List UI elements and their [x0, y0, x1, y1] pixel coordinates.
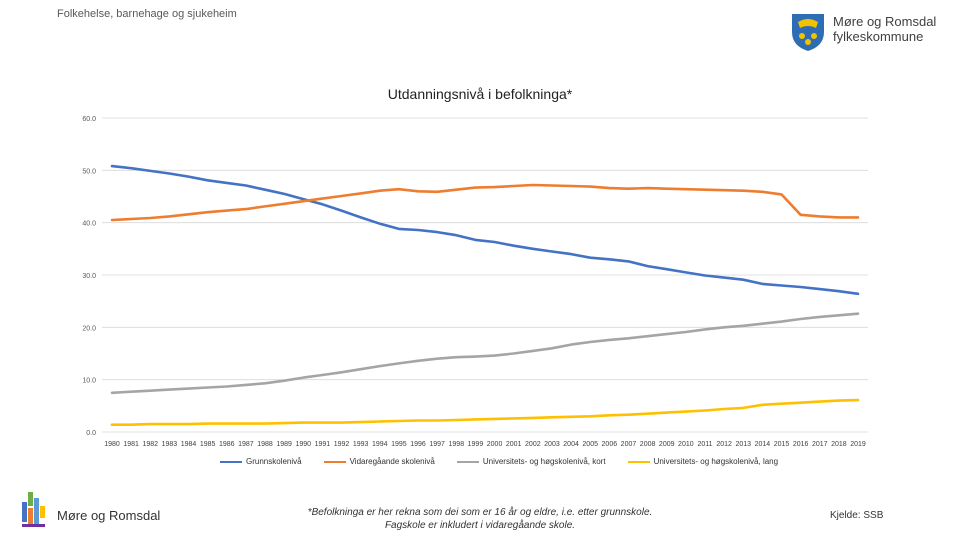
brand-mark	[22, 492, 46, 533]
footer-brand: Møre og Romsdal	[57, 508, 161, 523]
legend-label: Universitets- og høgskolenivå, kort	[482, 457, 606, 466]
legend-label: Vidaregåande skolenivå	[349, 457, 435, 466]
x-tick-label: 2012	[716, 441, 732, 448]
legend-swatch	[323, 460, 346, 463]
series-line-3	[110, 398, 860, 427]
x-tick-label: 2008	[640, 441, 656, 448]
series-line-0	[110, 164, 860, 296]
legend-label: Grunnskolenivå	[246, 457, 302, 466]
x-tick-label: 2005	[582, 441, 598, 448]
x-tick-label: 1997	[429, 441, 445, 448]
x-tick-label: 2007	[621, 441, 637, 448]
x-tick-label: 1995	[391, 441, 407, 448]
x-tick-label: 1982	[142, 441, 158, 448]
x-tick-label: 1989	[276, 441, 292, 448]
x-tick-label: 2017	[812, 441, 828, 448]
x-tick-label: 1980	[104, 441, 120, 448]
x-tick-label: 1996	[410, 441, 426, 448]
x-tick-label: 1981	[123, 441, 139, 448]
y-tick-label: 40.0	[82, 221, 96, 228]
x-tick-label: 1986	[219, 441, 235, 448]
legend-item-grunnskole: Grunnskolenivå	[220, 457, 302, 466]
x-tick-label: 2018	[831, 441, 847, 448]
x-tick-label: 1988	[257, 441, 273, 448]
x-tick-label: 1987	[238, 441, 254, 448]
y-tick-label: 20.0	[82, 325, 96, 332]
x-tick-label: 2004	[563, 441, 579, 448]
x-tick-label: 2001	[506, 441, 522, 448]
x-tick-label: 1984	[181, 441, 197, 448]
logo: Møre og Romsdal fylkeskommune	[790, 12, 950, 52]
legend-label: Universitets- og høgskolenivå, lang	[653, 457, 779, 466]
footnote-line-1: *Befolkninga er her rekna som dei som er…	[307, 507, 653, 518]
logo-line-2: fylkeskommune	[833, 29, 924, 44]
legend-swatch	[220, 460, 242, 463]
y-tick-label: 50.0	[82, 168, 96, 175]
x-tick-label: 2002	[525, 441, 541, 448]
x-tick-label: 2003	[544, 441, 560, 448]
x-tick-label: 1983	[162, 441, 178, 448]
legend-swatch	[456, 460, 479, 463]
legend-item-uni-kort: Universitets- og høgskolenivå, kort	[456, 457, 606, 466]
y-tick-label: 30.0	[82, 273, 96, 280]
x-tick-label: 2010	[678, 441, 694, 448]
x-tick-label: 1994	[372, 441, 388, 448]
x-tick-label: 1993	[353, 441, 369, 448]
x-tick-label: 2015	[774, 441, 790, 448]
x-tick-label: 2014	[755, 441, 771, 448]
x-tick-label: 1985	[200, 441, 216, 448]
brand-mark-icon	[22, 492, 45, 527]
x-tick-label: 1999	[468, 441, 484, 448]
y-tick-label: 60.0	[82, 116, 96, 123]
legend-item-uni-lang: Universitets- og høgskolenivå, lang	[627, 457, 779, 466]
x-tick-label: 2006	[602, 441, 618, 448]
x-tick-label: 2000	[487, 441, 503, 448]
x-tick-label: 2009	[659, 441, 675, 448]
x-tick-label: 2011	[697, 441, 712, 448]
x-tick-label: 1990	[295, 441, 311, 448]
series-line-2	[110, 312, 860, 395]
section-title: Folkehelse, barnehage og sjukeheim	[57, 8, 237, 20]
x-tick-label: 2013	[735, 441, 751, 448]
series-line-1	[110, 183, 860, 222]
legend: Grunnskolenivå Vidaregåande skolenivå Un…	[220, 457, 778, 466]
line-chart: 0.0 10.0 20.0 30.0 40.0 50.0 60.0 1980 1981 1982 1…	[82, 116, 868, 448]
legend-swatch	[627, 460, 650, 463]
source-note: Kjelde: SSB	[830, 510, 884, 521]
chart-title: Utdanningsnivå i befolkninga*	[387, 86, 573, 102]
y-tick-label: 10.0	[82, 378, 96, 385]
y-tick-label: 0.0	[86, 430, 96, 437]
legend-item-vidaregaande: Vidaregåande skolenivå	[323, 457, 435, 466]
x-tick-label: 1991	[315, 441, 331, 448]
footnote-line-2: Fagskole er inkludert i vidaregåande sko…	[384, 520, 576, 531]
coat-of-arms-icon	[792, 14, 824, 51]
x-tick-label: 1998	[449, 441, 465, 448]
x-tick-label: 1992	[334, 441, 350, 448]
x-tick-label: 2019	[850, 441, 866, 448]
x-tick-label: 2016	[793, 441, 809, 448]
logo-line-1: Møre og Romsdal	[833, 14, 937, 29]
footnote: *Befolkninga er her rekna som dei som er…	[290, 506, 670, 532]
